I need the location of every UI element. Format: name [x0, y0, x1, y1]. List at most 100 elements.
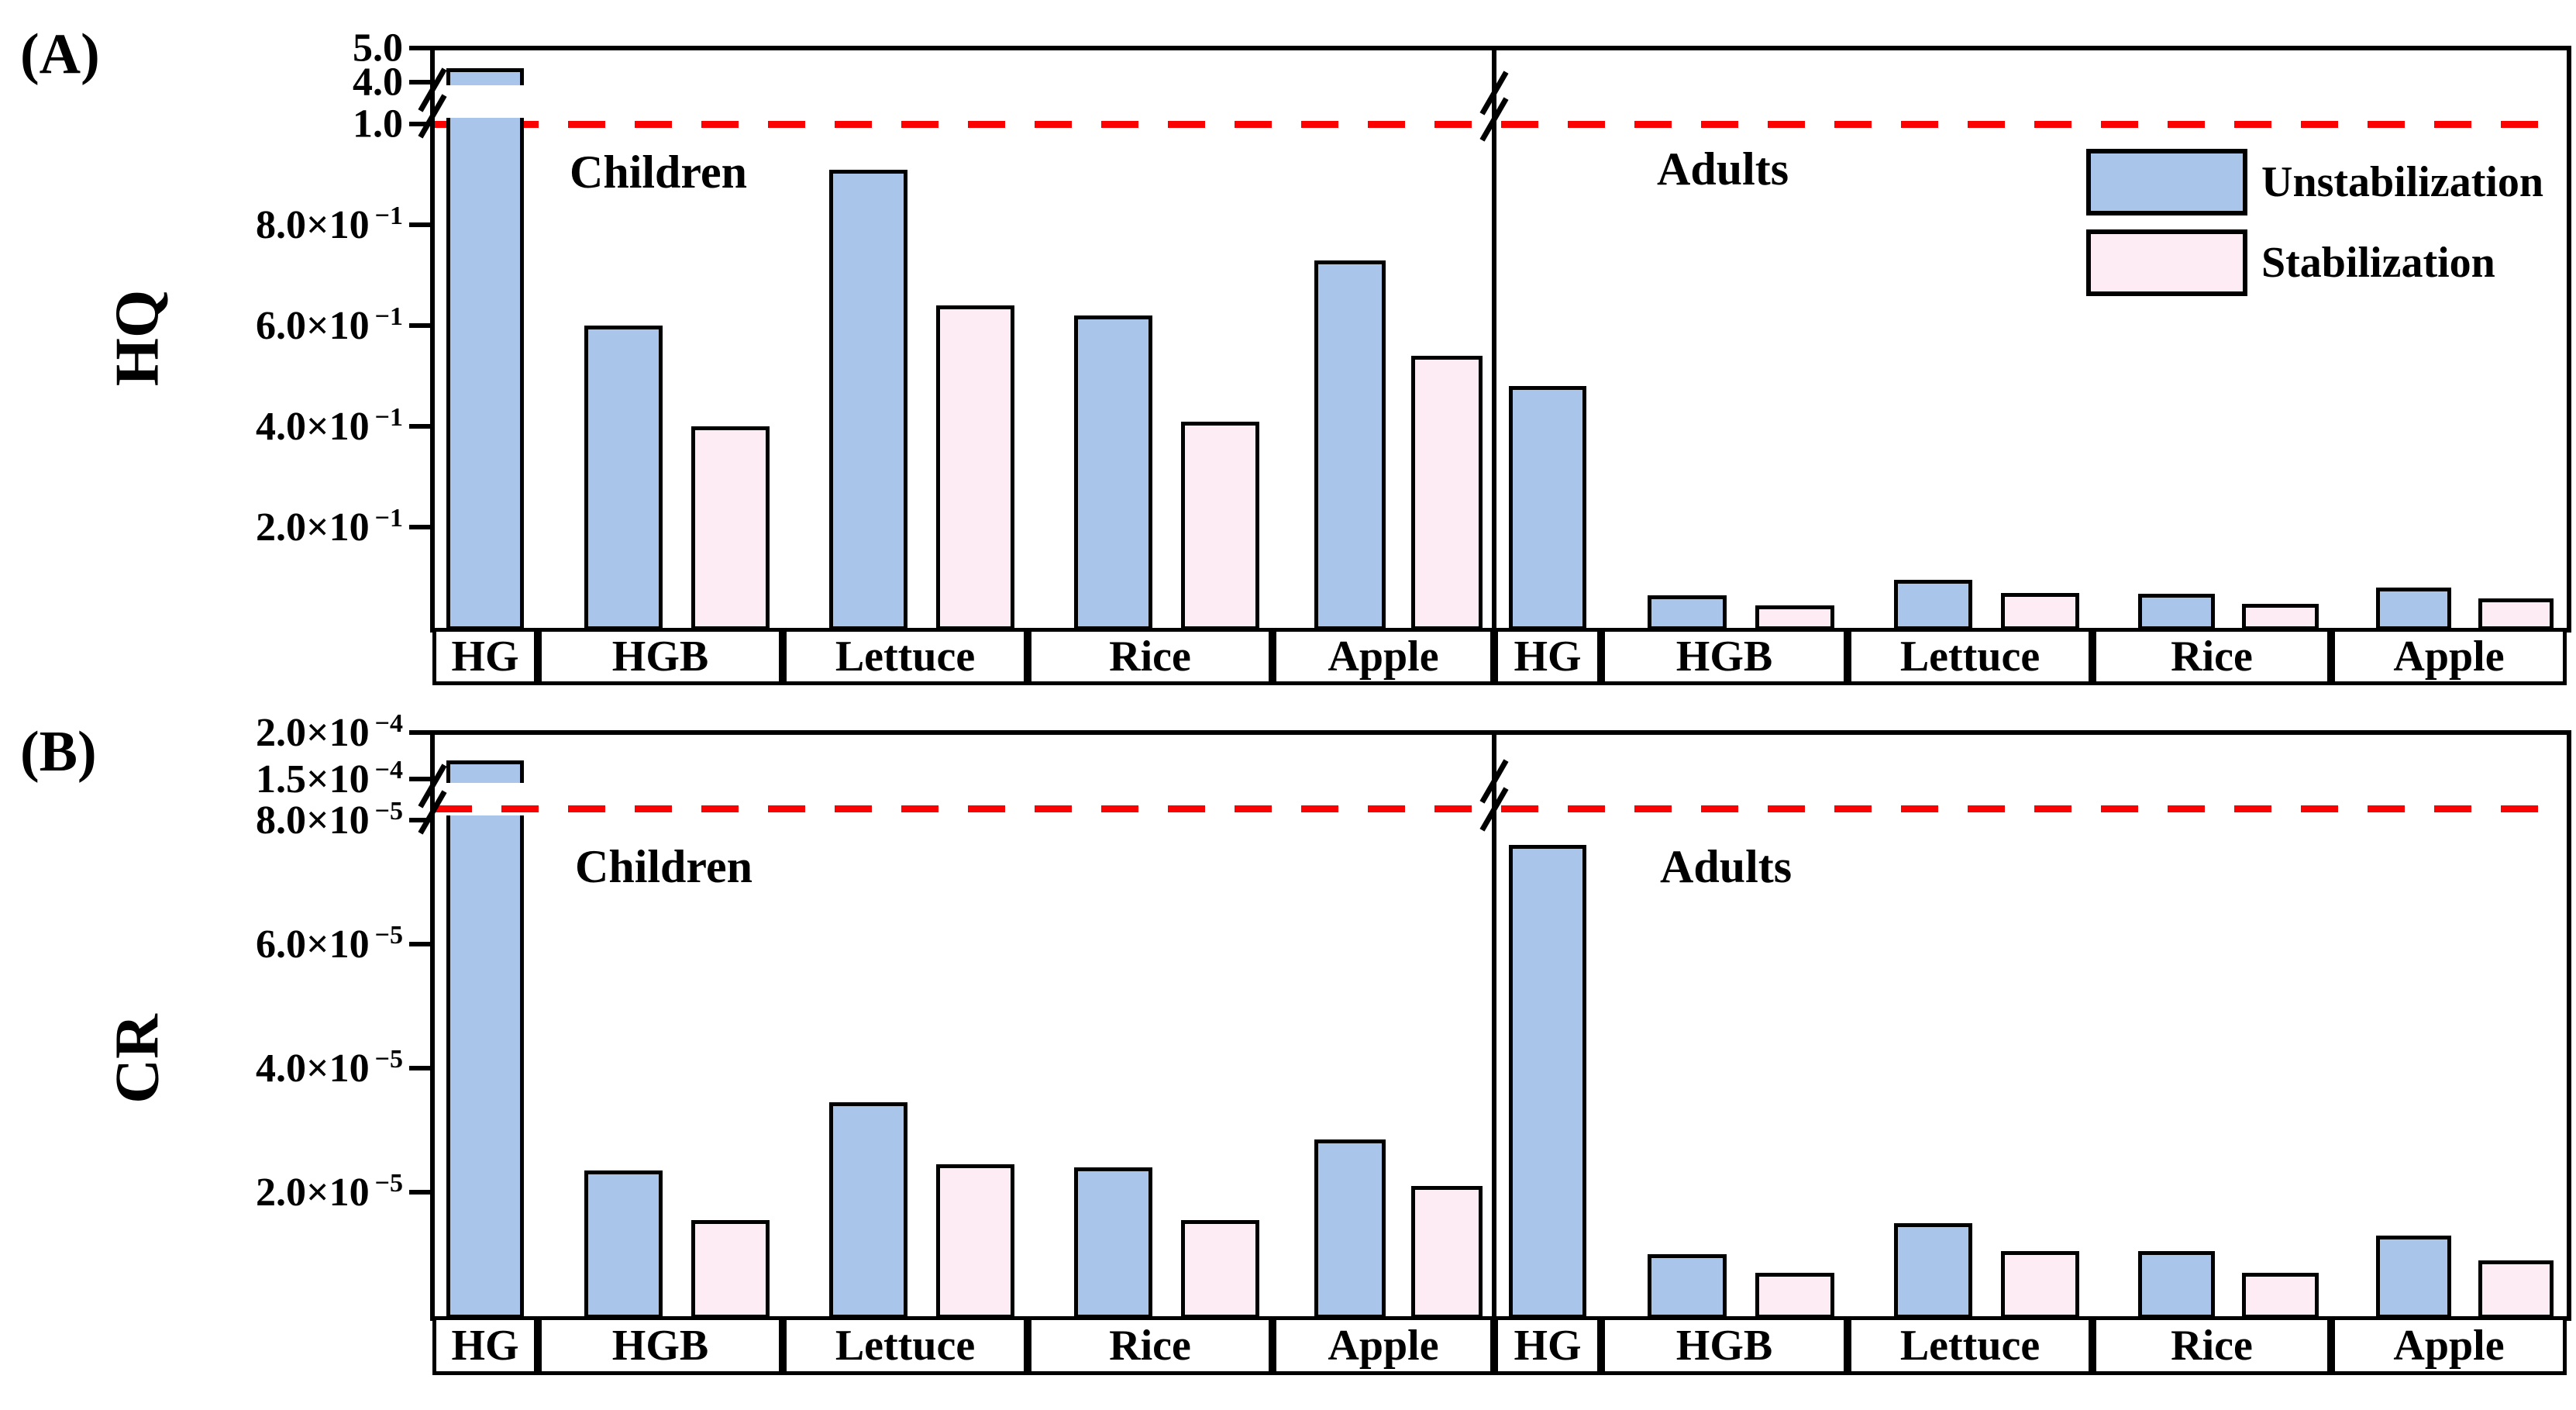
bar-children-apple-unstabilization — [1314, 1139, 1386, 1319]
y-tick-label: 6.0×10 −5 — [255, 920, 403, 967]
category-label-children-lettuce: Lettuce — [783, 1316, 1028, 1375]
y-tick-label: 1.5×10 −4 — [255, 755, 403, 802]
bar-children-hgb-stabilization — [691, 1220, 770, 1319]
threshold-line — [435, 805, 2567, 812]
category-label-children-rice: Rice — [1028, 628, 1273, 685]
category-label-adults-rice: Rice — [2092, 628, 2331, 685]
y-tick-mark — [409, 122, 432, 126]
y-tick-mark — [409, 46, 432, 50]
y-tick-label: 4.0×10 −1 — [255, 402, 403, 450]
section-label-adults-hq: Adults — [1657, 143, 1789, 195]
section-label-adults-cr: Adults — [1660, 841, 1793, 892]
y-tick-label: 1.0 — [353, 102, 403, 147]
bar-adults-hgb-unstabilization — [1648, 595, 1727, 630]
y-tick-mark — [409, 1066, 432, 1070]
bar-children-lettuce-unstabilization — [829, 169, 907, 630]
category-label-adults-hg: HG — [1494, 1316, 1601, 1375]
bar-adults-apple-stabilization — [2478, 1260, 2554, 1319]
bar-adults-apple-unstabilization — [2376, 588, 2451, 630]
bar-adults-rice-unstabilization — [2138, 593, 2215, 630]
legend-swatch-unstabilization-icon — [2086, 149, 2247, 215]
legend-label-stabilization: Stabilization — [2261, 239, 2495, 287]
category-label-children-apple: Apple — [1273, 628, 1494, 685]
panel-b-y-axis-title: CR — [103, 1014, 172, 1104]
bar-adults-lettuce-stabilization — [2001, 1251, 2079, 1319]
bar-children-rice-unstabilization — [1074, 315, 1152, 630]
y-tick-label: 2.0×10 −5 — [255, 1168, 403, 1215]
bar-adults-hg-unstabilization — [1509, 386, 1586, 630]
section-label-children-hq: Children — [570, 147, 747, 198]
y-tick-label: 2.0×10 −4 — [255, 708, 403, 756]
bar-children-apple-stabilization — [1411, 1186, 1483, 1319]
panel-divider-line — [1492, 730, 1496, 1321]
legend-label-unstabilization: Unstabilization — [2261, 158, 2544, 206]
category-label-children-hg: HG — [432, 1316, 538, 1375]
threshold-line — [435, 121, 2567, 128]
bar-adults-apple-stabilization — [2478, 598, 2554, 630]
bar-children-rice-unstabilization — [1074, 1167, 1152, 1319]
y-tick-label: 8.0×10 −5 — [255, 796, 403, 843]
category-label-adults-hgb: HGB — [1601, 628, 1848, 685]
y-tick-mark — [409, 730, 432, 735]
y-tick-label: 5.0 — [353, 26, 403, 71]
bar-children-lettuce-stabilization — [936, 305, 1014, 630]
bar-adults-lettuce-unstabilization — [1894, 580, 1972, 630]
panel-a-y-axis-title: HQ — [103, 289, 172, 387]
bar-adults-hg-unstabilization — [1509, 845, 1586, 1319]
bar-adults-rice-stabilization — [2242, 604, 2319, 630]
category-label-adults-apple: Apple — [2331, 628, 2567, 685]
legend-item-stabilization: Stabilization — [2086, 229, 2495, 296]
category-label-adults-lettuce: Lettuce — [1848, 1316, 2092, 1375]
category-label-adults-apple: Apple — [2331, 1316, 2567, 1375]
bar-children-rice-stabilization — [1181, 1220, 1259, 1319]
category-label-adults-hg: HG — [1494, 628, 1601, 685]
bar-adults-rice-stabilization — [2242, 1273, 2319, 1319]
y-tick-label: 4.0 — [353, 60, 403, 105]
y-tick-label: 2.0×10 −1 — [255, 503, 403, 550]
category-label-children-lettuce: Lettuce — [783, 628, 1028, 685]
category-label-children-hg: HG — [432, 628, 538, 685]
bar-adults-lettuce-unstabilization — [1894, 1223, 1972, 1319]
bar-children-hgb-stabilization — [691, 426, 770, 630]
bar-adults-rice-unstabilization — [2138, 1251, 2215, 1319]
category-label-adults-lettuce: Lettuce — [1848, 628, 2092, 685]
bar-children-lettuce-stabilization — [936, 1164, 1014, 1319]
bar-children-hgb-unstabilization — [584, 1170, 663, 1319]
y-tick-mark — [409, 424, 432, 429]
y-tick-label: 8.0×10 −1 — [255, 201, 403, 248]
panel-b-label: (B) — [20, 720, 97, 784]
section-label-children-cr: Children — [575, 841, 752, 892]
y-tick-label: 6.0×10 −1 — [255, 302, 403, 349]
bar-children-apple-stabilization — [1411, 356, 1483, 630]
bar-children-apple-unstabilization — [1314, 260, 1386, 630]
legend-item-unstabilization: Unstabilization — [2086, 149, 2543, 215]
category-label-adults-hgb: HGB — [1601, 1316, 1848, 1375]
panel-divider-line — [1492, 46, 1496, 633]
bar-children-hg-unstabilization — [446, 68, 524, 630]
bar-children-rice-stabilization — [1181, 421, 1259, 630]
y-tick-mark — [409, 942, 432, 946]
y-tick-mark — [409, 525, 432, 529]
y-tick-mark — [409, 323, 432, 328]
bar-adults-hgb-stabilization — [1755, 605, 1834, 630]
bar-children-lettuce-unstabilization — [829, 1102, 907, 1319]
y-tick-mark — [409, 80, 432, 84]
category-label-adults-rice: Rice — [2092, 1316, 2331, 1375]
bar-adults-hgb-stabilization — [1755, 1273, 1834, 1319]
y-tick-mark — [409, 818, 432, 822]
y-tick-mark — [409, 222, 432, 227]
bar-adults-hgb-unstabilization — [1648, 1254, 1727, 1319]
bar-adults-lettuce-stabilization — [2001, 592, 2079, 630]
y-tick-mark — [409, 777, 432, 781]
y-tick-label: 4.0×10 −5 — [255, 1044, 403, 1091]
legend-swatch-stabilization-icon — [2086, 229, 2247, 296]
category-label-children-hgb: HGB — [538, 1316, 783, 1375]
bar-children-hg-unstabilization — [446, 760, 524, 1319]
panel-a-label: (A) — [20, 22, 100, 86]
category-label-children-rice: Rice — [1028, 1316, 1273, 1375]
y-tick-mark — [409, 1190, 432, 1195]
bar-adults-apple-unstabilization — [2376, 1236, 2451, 1319]
category-label-children-apple: Apple — [1273, 1316, 1494, 1375]
category-label-children-hgb: HGB — [538, 628, 783, 685]
